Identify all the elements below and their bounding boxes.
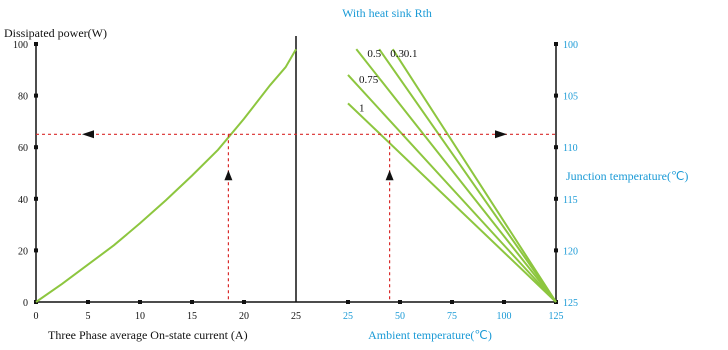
right-y-axis-label: Junction temperature(℃): [566, 169, 688, 183]
chart-series: [35, 48, 557, 303]
left-x-axis-label: Three Phase average On-state current (A): [48, 328, 248, 342]
rth-line: [347, 102, 557, 303]
chart-title: With heat sink Rth: [342, 6, 432, 20]
right-x-tick-label: 75: [447, 311, 457, 322]
left-y-tick: [34, 93, 38, 98]
right-x-tick: [502, 300, 506, 304]
right-x-axis-label: Ambient temperature(℃): [368, 328, 492, 342]
chart-axes: [34, 36, 558, 304]
right-x-tick-label: 125: [549, 311, 564, 322]
right-y-tick: [554, 93, 558, 98]
right-x-tick-label: 25: [343, 311, 353, 322]
right-y-tick-label: 105: [563, 92, 578, 103]
rth-line: [391, 48, 557, 303]
left-x-tick-label: 0: [34, 311, 39, 322]
left-y-tick-label: 0: [23, 298, 28, 309]
arrow-up-ambient: [385, 170, 394, 181]
left-y-tick: [34, 196, 38, 201]
left-x-tick: [138, 300, 142, 304]
guide-lines: [36, 130, 556, 302]
rth-line-label: 0.1: [404, 48, 418, 60]
left-x-tick: [86, 300, 90, 304]
left-x-tick-label: 25: [291, 311, 301, 322]
right-x-tick: [450, 300, 454, 304]
rth-line-label: 0.3: [390, 48, 404, 60]
rth-line: [378, 48, 557, 303]
power-curve: [35, 48, 297, 303]
left-x-tick: [190, 300, 194, 304]
left-x-tick: [242, 300, 246, 304]
left-x-tick-label: 20: [239, 311, 249, 322]
right-x-tick: [346, 300, 350, 304]
right-y-tick-label: 125: [563, 298, 578, 309]
right-x-tick-label: 100: [497, 311, 512, 322]
right-y-tick: [554, 248, 558, 253]
right-y-tick: [554, 145, 558, 150]
chart-labels: With heat sink Rth Dissipated power(W) T…: [4, 6, 688, 342]
right-y-tick-label: 100: [563, 40, 578, 51]
left-y-axis-label: Dissipated power(W): [4, 26, 107, 40]
right-y-tick: [554, 196, 558, 201]
rth-line-label: 1: [359, 102, 365, 114]
arrow-right: [495, 130, 507, 139]
left-x-tick-label: 15: [187, 311, 197, 322]
right-y-tick-label: 115: [563, 195, 578, 206]
right-x-tick: [398, 300, 402, 304]
rth-line-label: 0.5: [367, 48, 381, 60]
rth-line: [347, 74, 557, 303]
left-y-tick-label: 100: [13, 40, 28, 51]
rth-line-label: 0.75: [359, 74, 379, 86]
right-y-tick: [554, 42, 558, 46]
left-y-tick-label: 80: [18, 92, 28, 103]
rth-line: [355, 48, 557, 303]
left-y-tick: [34, 248, 38, 253]
left-x-tick-label: 10: [135, 311, 145, 322]
left-y-tick: [34, 145, 38, 150]
right-y-tick-label: 110: [563, 143, 578, 154]
left-y-tick: [34, 42, 38, 46]
left-y-tick-label: 40: [18, 195, 28, 206]
left-y-tick-label: 60: [18, 143, 28, 154]
arrow-up-current: [224, 170, 233, 181]
arrow-left: [82, 130, 94, 139]
left-x-tick-label: 5: [86, 311, 91, 322]
right-x-tick-label: 50: [395, 311, 405, 322]
right-y-tick-label: 120: [563, 246, 578, 257]
left-y-tick-label: 20: [18, 246, 28, 257]
